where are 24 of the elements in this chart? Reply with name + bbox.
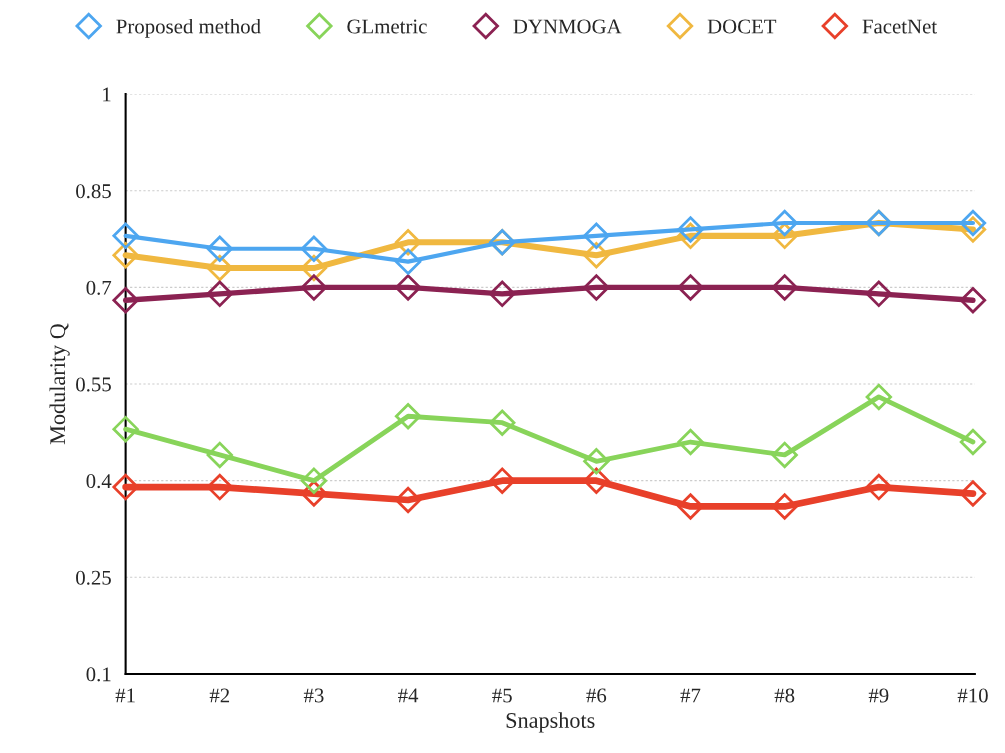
legend-label: DOCET xyxy=(707,19,777,34)
y-tick-label: 0.85 xyxy=(76,184,111,199)
y-tick-label: 0.4 xyxy=(86,474,112,489)
legend-label: DYNMOGA xyxy=(513,19,622,34)
x-tick-label: #10 xyxy=(957,688,988,703)
y-tick-label: 0.25 xyxy=(76,570,111,585)
y-tick-label: 0.1 xyxy=(86,667,111,682)
x-tick-label: #2 xyxy=(209,688,230,703)
y-tick-label: 0.7 xyxy=(86,280,112,295)
x-tick-label: #9 xyxy=(868,688,889,703)
y-tick-label: 0.55 xyxy=(76,377,111,392)
legend-label: GLmetric xyxy=(347,19,427,34)
x-axis-title: Snapshots xyxy=(506,712,595,733)
x-tick-label: #5 xyxy=(492,688,512,703)
legend-label: Proposed method xyxy=(116,18,261,38)
x-tick-label: #1 xyxy=(115,688,135,703)
x-tick-label: #4 xyxy=(398,688,419,703)
x-tick-label: #8 xyxy=(774,688,795,703)
y-tick-label: 1 xyxy=(103,87,111,102)
x-tick-label: #7 xyxy=(680,688,701,703)
x-tick-label: #3 xyxy=(303,688,324,703)
legend-label: FacetNet xyxy=(862,19,937,34)
y-axis-title: Modularity Q xyxy=(49,323,70,445)
x-tick-label: #6 xyxy=(586,688,607,703)
